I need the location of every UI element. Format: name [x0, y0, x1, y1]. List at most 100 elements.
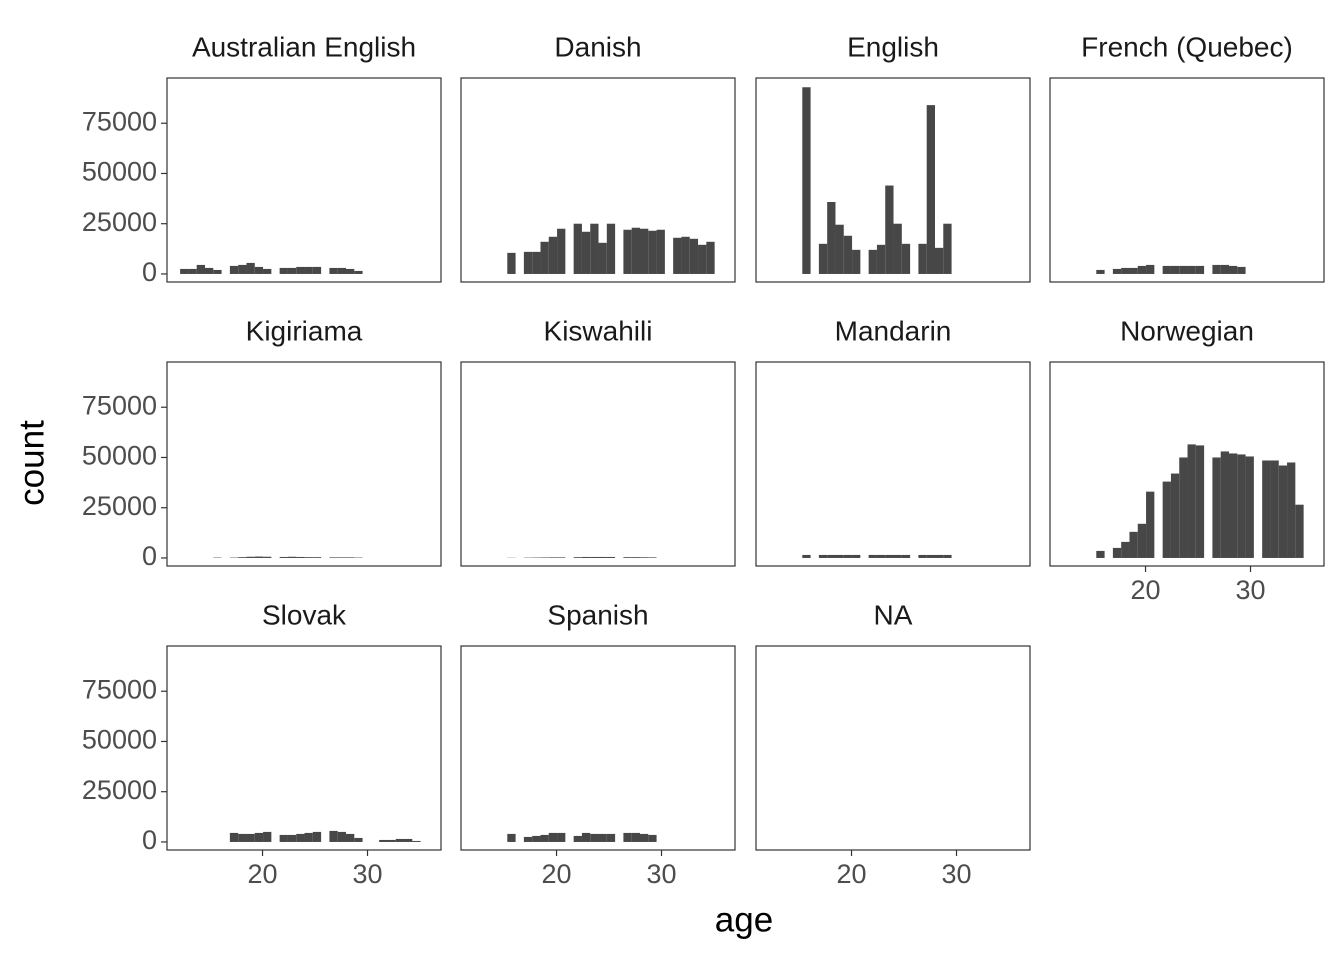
bar: [557, 557, 566, 558]
bar: [229, 265, 239, 274]
bar: [1129, 531, 1138, 558]
bar: [631, 557, 640, 558]
bar: [1278, 465, 1288, 558]
bar: [263, 268, 272, 274]
y-tick-label: 50000: [82, 157, 157, 187]
bar: [573, 223, 582, 274]
bar: [1170, 473, 1180, 558]
bar: [287, 834, 297, 842]
panel-border: [755, 77, 1031, 283]
bar: [296, 266, 305, 274]
bar: [843, 235, 853, 274]
panel-border: [166, 361, 442, 567]
bar: [631, 227, 640, 274]
bar: [337, 831, 346, 842]
bar: [818, 554, 828, 558]
bar: [354, 270, 363, 274]
bar: [1137, 523, 1147, 558]
bar: [263, 556, 272, 558]
facet-title: French (Quebec): [1081, 31, 1293, 62]
bar: [885, 554, 894, 558]
bar: [648, 834, 657, 842]
bar: [1237, 454, 1246, 558]
bar: [868, 554, 877, 558]
x-tick-label: 30: [646, 859, 676, 889]
bar: [540, 557, 549, 558]
bar: [205, 267, 214, 274]
bar: [843, 554, 853, 558]
bar: [1220, 264, 1229, 274]
bar: [246, 556, 255, 558]
bar: [557, 228, 566, 274]
bar: [188, 268, 197, 274]
bar: [507, 833, 516, 842]
bar: [1195, 265, 1205, 274]
bar: [901, 554, 911, 558]
bar: [279, 834, 288, 842]
bar: [943, 554, 952, 558]
bar: [1245, 456, 1254, 558]
bar: [229, 832, 239, 842]
bar: [689, 238, 699, 274]
bar: [254, 832, 264, 842]
bar: [548, 557, 558, 558]
facet-title: NA: [874, 599, 913, 630]
bar: [581, 832, 591, 842]
bar: [1146, 491, 1155, 558]
x-tick-label: 20: [837, 859, 867, 889]
bar: [598, 833, 607, 842]
bar: [304, 832, 313, 842]
panel-border: [166, 77, 442, 283]
bar: [312, 831, 322, 842]
bar: [196, 264, 206, 274]
bar: [379, 839, 388, 842]
y-tick-label: 0: [142, 257, 157, 287]
bar: [548, 236, 558, 274]
bar: [1212, 457, 1221, 558]
bar: [1179, 265, 1188, 274]
panel-border: [460, 645, 736, 851]
bar: [656, 229, 665, 274]
bar: [1121, 541, 1130, 558]
bar: [1096, 269, 1105, 274]
bar: [263, 831, 272, 842]
bar: [246, 833, 255, 842]
bar: [918, 243, 927, 274]
bar: [238, 264, 247, 274]
bar: [304, 266, 313, 274]
x-tick-label: 20: [542, 859, 572, 889]
bar: [1121, 267, 1130, 274]
bar: [581, 231, 591, 274]
bar: [1228, 265, 1238, 274]
bar: [287, 556, 297, 558]
bar: [1262, 460, 1271, 558]
bar: [304, 557, 313, 558]
panel-border: [1049, 77, 1325, 283]
bar: [246, 262, 255, 274]
bar: [1212, 264, 1221, 274]
bar: [296, 833, 305, 842]
bar: [1170, 265, 1180, 274]
bar: [1287, 462, 1296, 558]
bar: [934, 554, 944, 558]
x-axis-label: age: [715, 900, 773, 939]
bar: [876, 244, 886, 274]
bar: [590, 556, 599, 558]
bar: [337, 557, 346, 558]
x-tick-label: 30: [352, 859, 382, 889]
y-tick-label: 75000: [82, 674, 157, 704]
bar: [523, 836, 533, 842]
bar: [648, 557, 657, 558]
y-tick-label: 0: [142, 825, 157, 855]
bar: [540, 834, 549, 842]
bar: [581, 556, 591, 558]
facet-title: Norwegian: [1120, 315, 1254, 346]
facet-title: English: [847, 31, 939, 62]
panel-border: [460, 361, 736, 567]
panel-border: [460, 77, 736, 283]
bar: [681, 236, 690, 274]
bar: [934, 247, 944, 274]
facet-title: Australian English: [192, 31, 416, 62]
panel-border: [755, 645, 1031, 851]
